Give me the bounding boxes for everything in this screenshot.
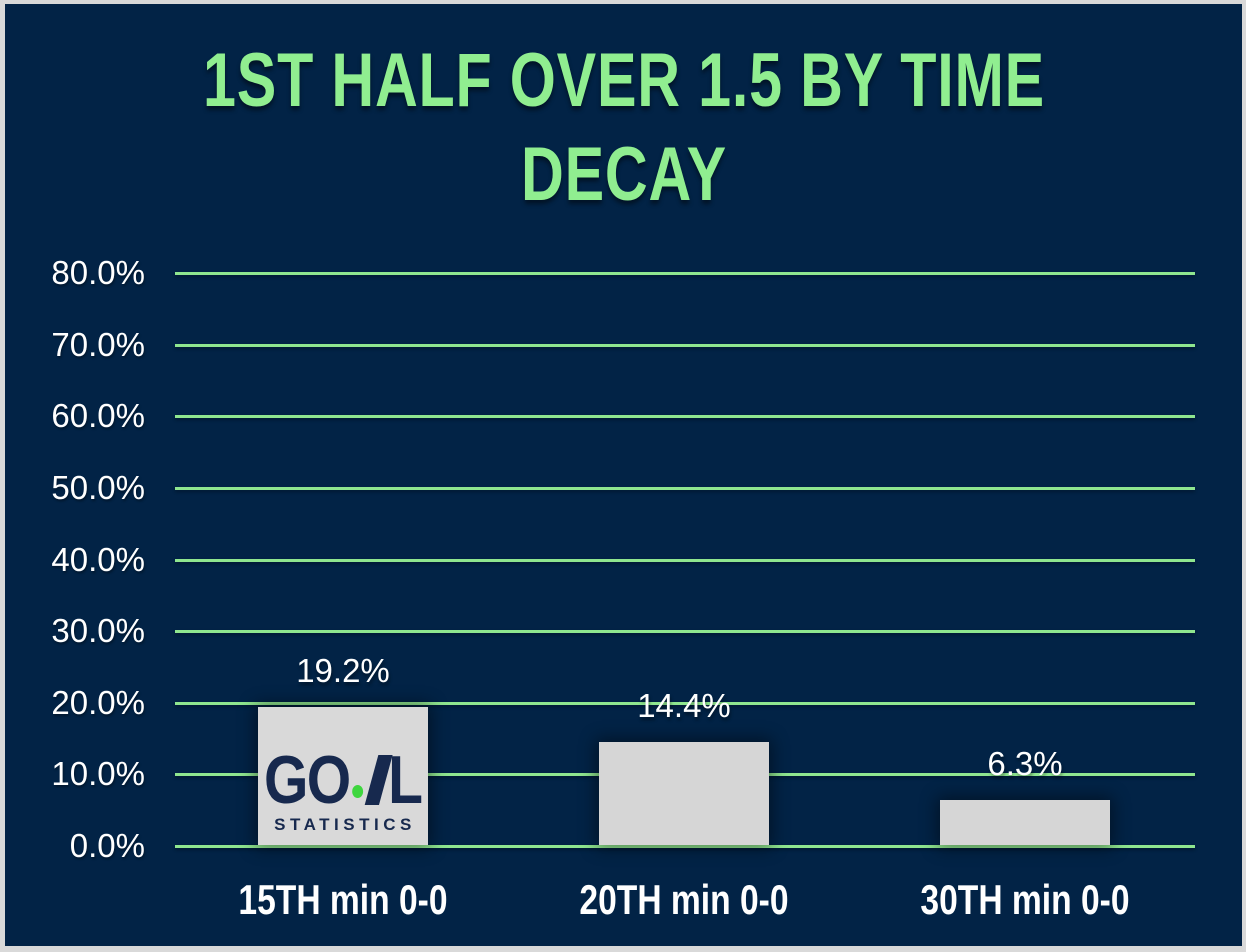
x-axis-category-label: 15TH min 0-0 xyxy=(238,876,448,923)
bar-30th-min-0-0 xyxy=(940,799,1110,845)
logo-word-right: L xyxy=(388,741,423,818)
logo-wordmark: GO L xyxy=(264,741,423,818)
title-container: 1ST HALF OVER 1.5 BY TIME DECAY xyxy=(5,34,1242,222)
bar-20th-min-0-0 xyxy=(599,741,769,845)
y-axis-tick-label: 60.0% xyxy=(51,397,145,435)
y-axis-tick-label: 20.0% xyxy=(51,683,145,721)
bar-value-label: 19.2% xyxy=(296,652,390,690)
plot-area: 80.0% 70.0% 60.0% 50.0% 40.0% 30.0% 20.0% 10.0%… xyxy=(5,4,1242,946)
y-axis-tick-label: 10.0% xyxy=(51,755,145,793)
gridline-20.0pct xyxy=(175,701,1195,705)
gridline-80.0pct xyxy=(175,272,1195,275)
x-axis-category-label: 20TH min 0-0 xyxy=(579,876,789,923)
goal-statistics-logo: GO L STATISTICS xyxy=(258,707,428,845)
y-axis-tick-label: 30.0% xyxy=(51,612,145,650)
bar-value-label: 6.3% xyxy=(987,744,1063,782)
gridline-40.0pct xyxy=(175,558,1195,562)
y-axis-tick-label: 70.0% xyxy=(51,325,145,363)
x-axis-category-label: 30TH min 0-0 xyxy=(920,876,1130,923)
chart-title: 1ST HALF OVER 1.5 BY TIME DECAY xyxy=(202,38,1045,217)
y-axis-tick-label: 50.0% xyxy=(51,468,145,506)
logo-word-left: GO xyxy=(264,741,351,818)
y-axis-tick-label: 80.0% xyxy=(51,254,145,291)
gridline-0.0pct xyxy=(175,845,1195,848)
y-axis-tick-label: 0.0% xyxy=(69,827,145,864)
gridline-30.0pct xyxy=(175,630,1195,634)
logo-green-dot xyxy=(352,784,364,798)
gridline-70.0pct xyxy=(175,343,1195,347)
bar-value-label: 14.4% xyxy=(637,686,731,724)
chart-canvas: 1ST HALF OVER 1.5 BY TIME DECAY 80.0% 70.… xyxy=(5,4,1242,946)
y-axis-tick-label: 40.0% xyxy=(51,540,145,578)
gridline-60.0pct xyxy=(175,415,1195,419)
gridline-50.0pct xyxy=(175,486,1195,490)
logo-subtitle: STATISTICS xyxy=(274,814,416,834)
